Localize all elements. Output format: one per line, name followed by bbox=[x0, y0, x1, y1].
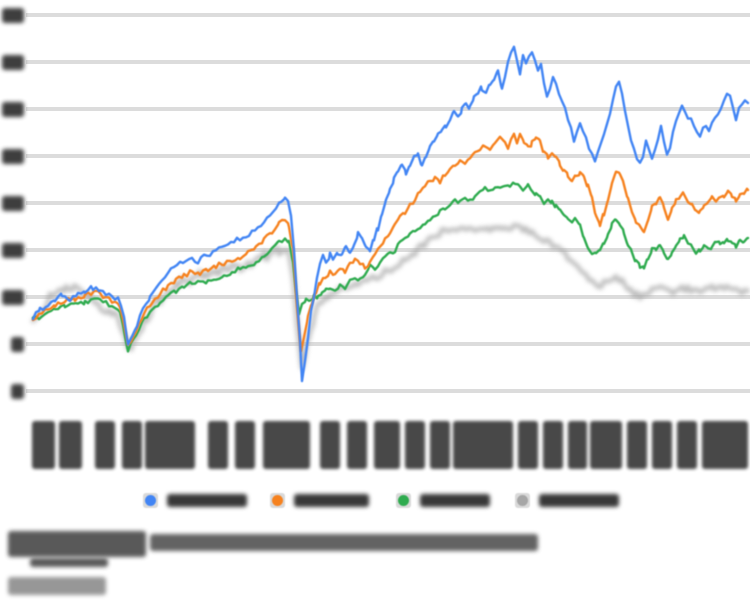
y-axis-tick-label-redacted bbox=[2, 148, 24, 164]
gridline bbox=[26, 201, 750, 205]
x-axis-tick-label-redacted bbox=[145, 421, 195, 469]
legend-label-redacted bbox=[420, 493, 490, 507]
legend-marker-icon bbox=[396, 492, 411, 508]
x-axis-tick-label-redacted bbox=[677, 421, 697, 469]
x-axis-tick-label-redacted bbox=[347, 421, 367, 469]
x-axis-tick-label-redacted bbox=[405, 421, 425, 469]
x-axis-tick-label-redacted bbox=[320, 421, 340, 469]
x-axis-tick-label-redacted bbox=[122, 421, 142, 469]
x-axis-tick-label-redacted bbox=[453, 421, 513, 469]
gridline bbox=[26, 389, 750, 393]
x-axis-tick-label-redacted bbox=[32, 421, 55, 469]
y-axis-tick-label-redacted bbox=[2, 289, 24, 305]
legend-label-redacted bbox=[539, 493, 619, 507]
y-axis-tick-label-redacted bbox=[2, 242, 24, 258]
series-gray bbox=[31, 222, 750, 370]
legend-item-4[interactable] bbox=[515, 492, 619, 508]
x-axis-tick-label-redacted bbox=[627, 421, 647, 469]
x-axis-tick-label-redacted bbox=[652, 421, 672, 469]
y-axis-tick-label-redacted bbox=[2, 54, 24, 70]
caption-text-redacted bbox=[150, 534, 538, 551]
y-axis-tick-label-redacted bbox=[2, 7, 24, 23]
x-axis-tick-label-redacted bbox=[235, 421, 255, 469]
series-orange bbox=[31, 132, 750, 353]
legend-color-dot bbox=[272, 494, 283, 506]
legend-marker-icon bbox=[515, 492, 530, 508]
x-axis-tick-label-redacted bbox=[430, 421, 450, 469]
x-axis-tick-label-redacted bbox=[263, 421, 310, 469]
series-green bbox=[31, 181, 750, 353]
legend-item-1[interactable] bbox=[143, 492, 247, 508]
caption-text-redacted bbox=[8, 531, 146, 557]
x-axis-tick-label-redacted bbox=[374, 421, 400, 469]
legend-color-dot bbox=[398, 494, 409, 506]
legend-label-redacted bbox=[167, 493, 247, 507]
legend-item-2[interactable] bbox=[270, 492, 369, 508]
gridline bbox=[26, 295, 750, 299]
legend-color-dot bbox=[145, 494, 156, 506]
caption-text-redacted bbox=[30, 558, 108, 567]
gridline bbox=[26, 248, 750, 252]
gridline bbox=[26, 60, 750, 64]
chart-plot-area bbox=[26, 13, 750, 393]
x-axis-tick-label-redacted bbox=[208, 421, 228, 469]
y-axis-tick-label-redacted bbox=[11, 336, 24, 352]
x-axis-tick-label-redacted bbox=[568, 421, 587, 469]
legend-marker-icon bbox=[270, 492, 285, 508]
x-axis-tick-label-redacted bbox=[702, 421, 748, 469]
legend-color-dot bbox=[517, 494, 528, 506]
caption-text-redacted bbox=[8, 577, 106, 595]
gridline bbox=[26, 154, 750, 158]
legend-label-redacted bbox=[294, 493, 369, 507]
gridline bbox=[26, 13, 750, 17]
legend-item-3[interactable] bbox=[396, 492, 490, 508]
y-axis-tick-label-redacted bbox=[2, 195, 24, 211]
x-axis-tick-label-redacted bbox=[518, 421, 538, 469]
y-axis-tick-label-redacted bbox=[11, 383, 24, 399]
x-axis-tick-label-redacted bbox=[543, 421, 563, 469]
x-axis-tick-label-redacted bbox=[590, 421, 622, 469]
x-axis-tick-label-redacted bbox=[59, 421, 82, 469]
gridline bbox=[26, 107, 750, 111]
y-axis-tick-label-redacted bbox=[2, 101, 24, 117]
series-blue bbox=[31, 45, 750, 383]
gridline bbox=[26, 342, 750, 346]
x-axis-tick-label-redacted bbox=[95, 421, 115, 469]
legend-marker-icon bbox=[143, 492, 158, 508]
